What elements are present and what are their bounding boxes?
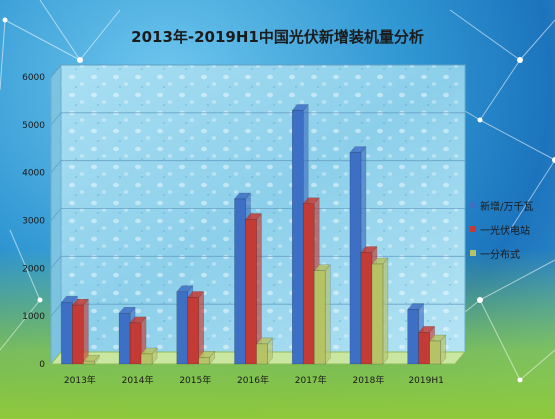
bar	[429, 340, 441, 365]
legend-label: 新增/万千瓦	[480, 201, 534, 213]
bar	[407, 309, 419, 365]
bar	[83, 360, 95, 365]
x-tick-label: 2015年	[179, 374, 211, 386]
bar-side	[324, 264, 331, 365]
gridline	[50, 303, 465, 317]
bar-side	[83, 298, 89, 365]
gridline	[50, 160, 465, 173]
legend-item: 新增/万千瓦	[470, 198, 534, 213]
legend-label: 一光伏电站	[480, 225, 530, 237]
bar	[129, 322, 142, 365]
chart-title: 2013年-2019H1中国光伏新增装机量分析	[131, 28, 424, 46]
y-tick-label: 6000	[22, 73, 45, 83]
x-tick-label: 2013年	[64, 374, 96, 386]
legend-swatch-added	[470, 202, 476, 208]
gridline	[50, 112, 465, 126]
legend-item: 一光伏电站	[470, 222, 533, 237]
y-tick-label: 1000	[22, 312, 45, 322]
bar	[371, 263, 384, 365]
legend-swatch-distributed	[470, 250, 476, 256]
legend-item: 一分布式	[470, 246, 533, 261]
bar	[291, 110, 304, 365]
x-tick-label: 2017年	[295, 374, 327, 386]
bar	[360, 252, 373, 365]
bar	[118, 313, 131, 365]
x-tick-label: 2018年	[352, 374, 384, 386]
x-tick-label: 2014年	[122, 374, 154, 386]
gridline	[50, 255, 465, 269]
legend-label: 一分布式	[480, 249, 520, 261]
bar	[302, 203, 315, 365]
bar	[61, 302, 73, 365]
bar-side	[382, 257, 389, 365]
bar	[313, 270, 326, 365]
legend-swatch-station	[470, 226, 476, 232]
bar	[234, 198, 246, 365]
bar	[72, 304, 84, 365]
bar	[198, 357, 211, 365]
y-tick-label: 2000	[22, 264, 45, 274]
y-tick-label: 5000	[22, 121, 45, 131]
gridline	[50, 208, 465, 221]
gridline	[50, 64, 465, 78]
bar	[418, 332, 430, 365]
bar	[349, 152, 362, 365]
x-tick-label: 2016年	[237, 374, 269, 386]
y-tick-label: 3000	[22, 217, 45, 227]
bar	[140, 353, 153, 365]
y-tick-label: 0	[39, 360, 45, 370]
bar	[187, 297, 200, 365]
bar	[245, 219, 257, 365]
bar	[176, 291, 189, 365]
x-tick-label: 2019H1	[408, 376, 443, 386]
legend: 新增/万千瓦 一光伏电站 一分布式	[470, 198, 533, 270]
bar	[256, 343, 268, 365]
y-tick-label: 4000	[22, 169, 45, 179]
